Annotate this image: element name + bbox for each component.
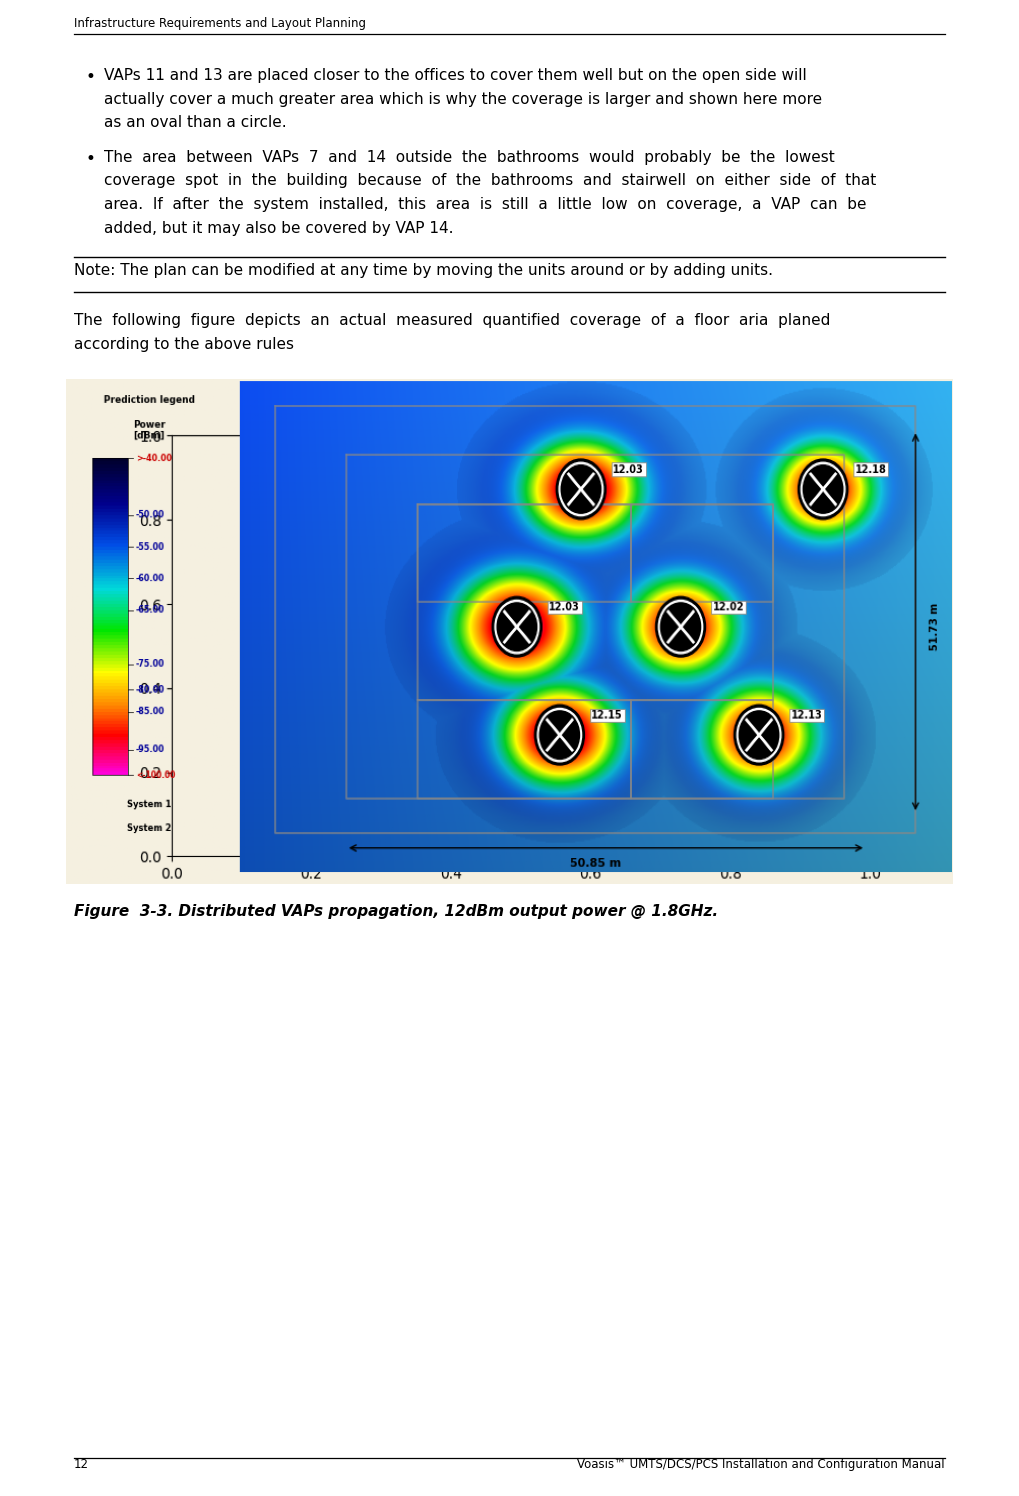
Text: Figure  3-3. Distributed VAPs propagation, 12dBm output power @ 1.8GHz.: Figure 3-3. Distributed VAPs propagation… [74,904,718,919]
Text: actually cover a much greater area which is why the coverage is larger and shown: actually cover a much greater area which… [104,91,822,106]
Text: VAPs 11 and 13 are placed closer to the offices to cover them well but on the op: VAPs 11 and 13 are placed closer to the … [104,67,807,82]
Text: The  following  figure  depicts  an  actual  measured  quantified  coverage  of : The following figure depicts an actual m… [74,313,830,328]
Text: •: • [86,150,96,168]
Text: according to the above rules: according to the above rules [74,337,294,352]
Text: Infrastructure Requirements and Layout Planning: Infrastructure Requirements and Layout P… [74,16,366,30]
Text: •: • [86,67,96,85]
Text: coverage  spot  in  the  building  because  of  the  bathrooms  and  stairwell  : coverage spot in the building because of… [104,174,876,188]
Text: area.  If  after  the  system  installed,  this  area  is  still  a  little  low: area. If after the system installed, thi… [104,197,866,212]
Text: The  area  between  VAPs  7  and  14  outside  the  bathrooms  would  probably  : The area between VAPs 7 and 14 outside t… [104,150,835,165]
Text: as an oval than a circle.: as an oval than a circle. [104,115,286,130]
Text: Voasis™ UMTS/DCS/PCS Installation and Configuration Manual: Voasis™ UMTS/DCS/PCS Installation and Co… [578,1459,945,1471]
Text: Note: The plan can be modified at any time by moving the units around or by addi: Note: The plan can be modified at any ti… [74,263,773,278]
Text: 12: 12 [74,1459,89,1471]
Text: added, but it may also be covered by VAP 14.: added, but it may also be covered by VAP… [104,221,453,236]
